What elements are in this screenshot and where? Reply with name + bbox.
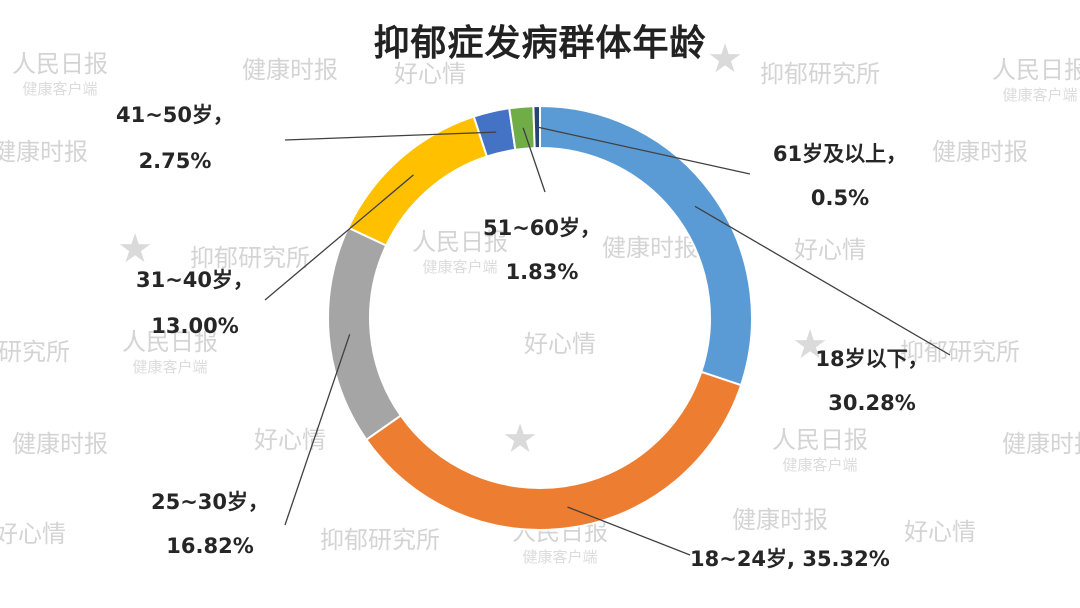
slice-2 <box>327 226 403 442</box>
watermark-research-7: 抑郁研究所 <box>190 244 310 272</box>
watermark-star-0: ★ <box>707 36 743 82</box>
watermark-renmin-6: 人民日报 <box>412 228 508 256</box>
watermark-star-2: ★ <box>117 226 153 272</box>
watermark-research-13: 抑郁研究所 <box>900 338 1020 366</box>
data-label-3-1: 13.00% <box>151 314 238 338</box>
leader-line-5 <box>522 127 546 193</box>
watermark-renmin-sub-12: 健康客户端 <box>132 358 207 376</box>
slice-3 <box>346 115 489 247</box>
watermark-renmin-sub-4: 健康客户端 <box>1002 86 1077 104</box>
data-label-0-0: 18岁以下， <box>815 347 928 371</box>
data-label-0-1: 30.28% <box>828 391 915 415</box>
data-label-3-0: 31~40岁， <box>136 268 254 292</box>
watermark-haoxinqing-23: 好心情 <box>0 520 66 548</box>
data-label-6-1: 0.5% <box>811 186 869 210</box>
watermark-jiankang-21: 健康时报 <box>732 506 828 534</box>
watermark-renmin-sub-6: 健康客户端 <box>422 258 497 276</box>
watermark-jiankang-8: 健康时报 <box>602 234 698 262</box>
watermark-jiankang-17: 健康时报 <box>12 430 108 458</box>
slice-1 <box>364 370 743 531</box>
data-label-5-0: 51~60岁， <box>483 216 601 240</box>
watermark-renmin-16: 人民日报 <box>772 426 868 454</box>
watermark-renmin-2: 人民日报 <box>12 50 108 78</box>
watermark-research-3: 抑郁研究所 <box>760 60 880 88</box>
watermark-haoxinqing-15: 好心情 <box>254 426 326 454</box>
leader-line-3 <box>264 174 414 301</box>
leader-line-4 <box>284 131 497 141</box>
data-label-4-1: 2.75% <box>139 149 212 173</box>
watermark-research-14: 抑郁研究所 <box>0 338 70 366</box>
watermark-haoxinqing-22: 好心情 <box>904 518 976 546</box>
leader-line-0 <box>694 205 951 356</box>
slices-layer <box>327 104 753 531</box>
watermark-renmin-sub-19: 健康客户端 <box>522 548 597 566</box>
leader-line-6 <box>536 126 751 175</box>
data-label-6-0: 61岁及以上， <box>773 142 907 166</box>
data-label-5-1: 1.83% <box>506 260 579 284</box>
leader-lines <box>264 126 951 556</box>
watermark-haoxinqing-5: 好心情 <box>794 236 866 264</box>
data-label-1-0: 18~24岁, 35.32% <box>690 547 890 571</box>
watermark-renmin-sub-16: 健康客户端 <box>782 456 857 474</box>
slice-6 <box>532 104 541 150</box>
watermark-star-3: ★ <box>792 322 828 368</box>
watermark-haoxinqing-0: 好心情 <box>394 60 466 88</box>
watermark-research-20: 抑郁研究所 <box>320 526 440 554</box>
data-label-4-0: 41~50岁， <box>116 103 234 127</box>
watermark-jiankang-18: 健康时报 <box>1002 430 1080 458</box>
data-label-2-1: 16.82% <box>166 534 253 558</box>
watermark-jiankang-1: 健康时报 <box>242 56 338 84</box>
watermark-haoxinqing-11: 好心情 <box>524 330 596 358</box>
chart-title: 抑郁症发病群体年龄 <box>373 23 707 64</box>
watermark-star-1: ★ <box>502 416 538 462</box>
watermark-renmin-4: 人民日报 <box>992 56 1080 84</box>
leader-line-2 <box>284 334 351 526</box>
data-labels: 18岁以下， 30.28% 18~24岁, 35.32% 25~30岁， 16.82% 3… <box>116 103 929 571</box>
data-label-2-0: 25~30岁， <box>151 490 269 514</box>
watermark-renmin-sub-2: 健康客户端 <box>22 80 97 98</box>
watermark-jiankang-9: 健康时报 <box>0 138 88 166</box>
watermark-jiankang-10: 健康时报 <box>932 138 1028 166</box>
leader-line-1 <box>567 506 691 556</box>
watermark-renmin-12: 人民日报 <box>122 328 218 356</box>
